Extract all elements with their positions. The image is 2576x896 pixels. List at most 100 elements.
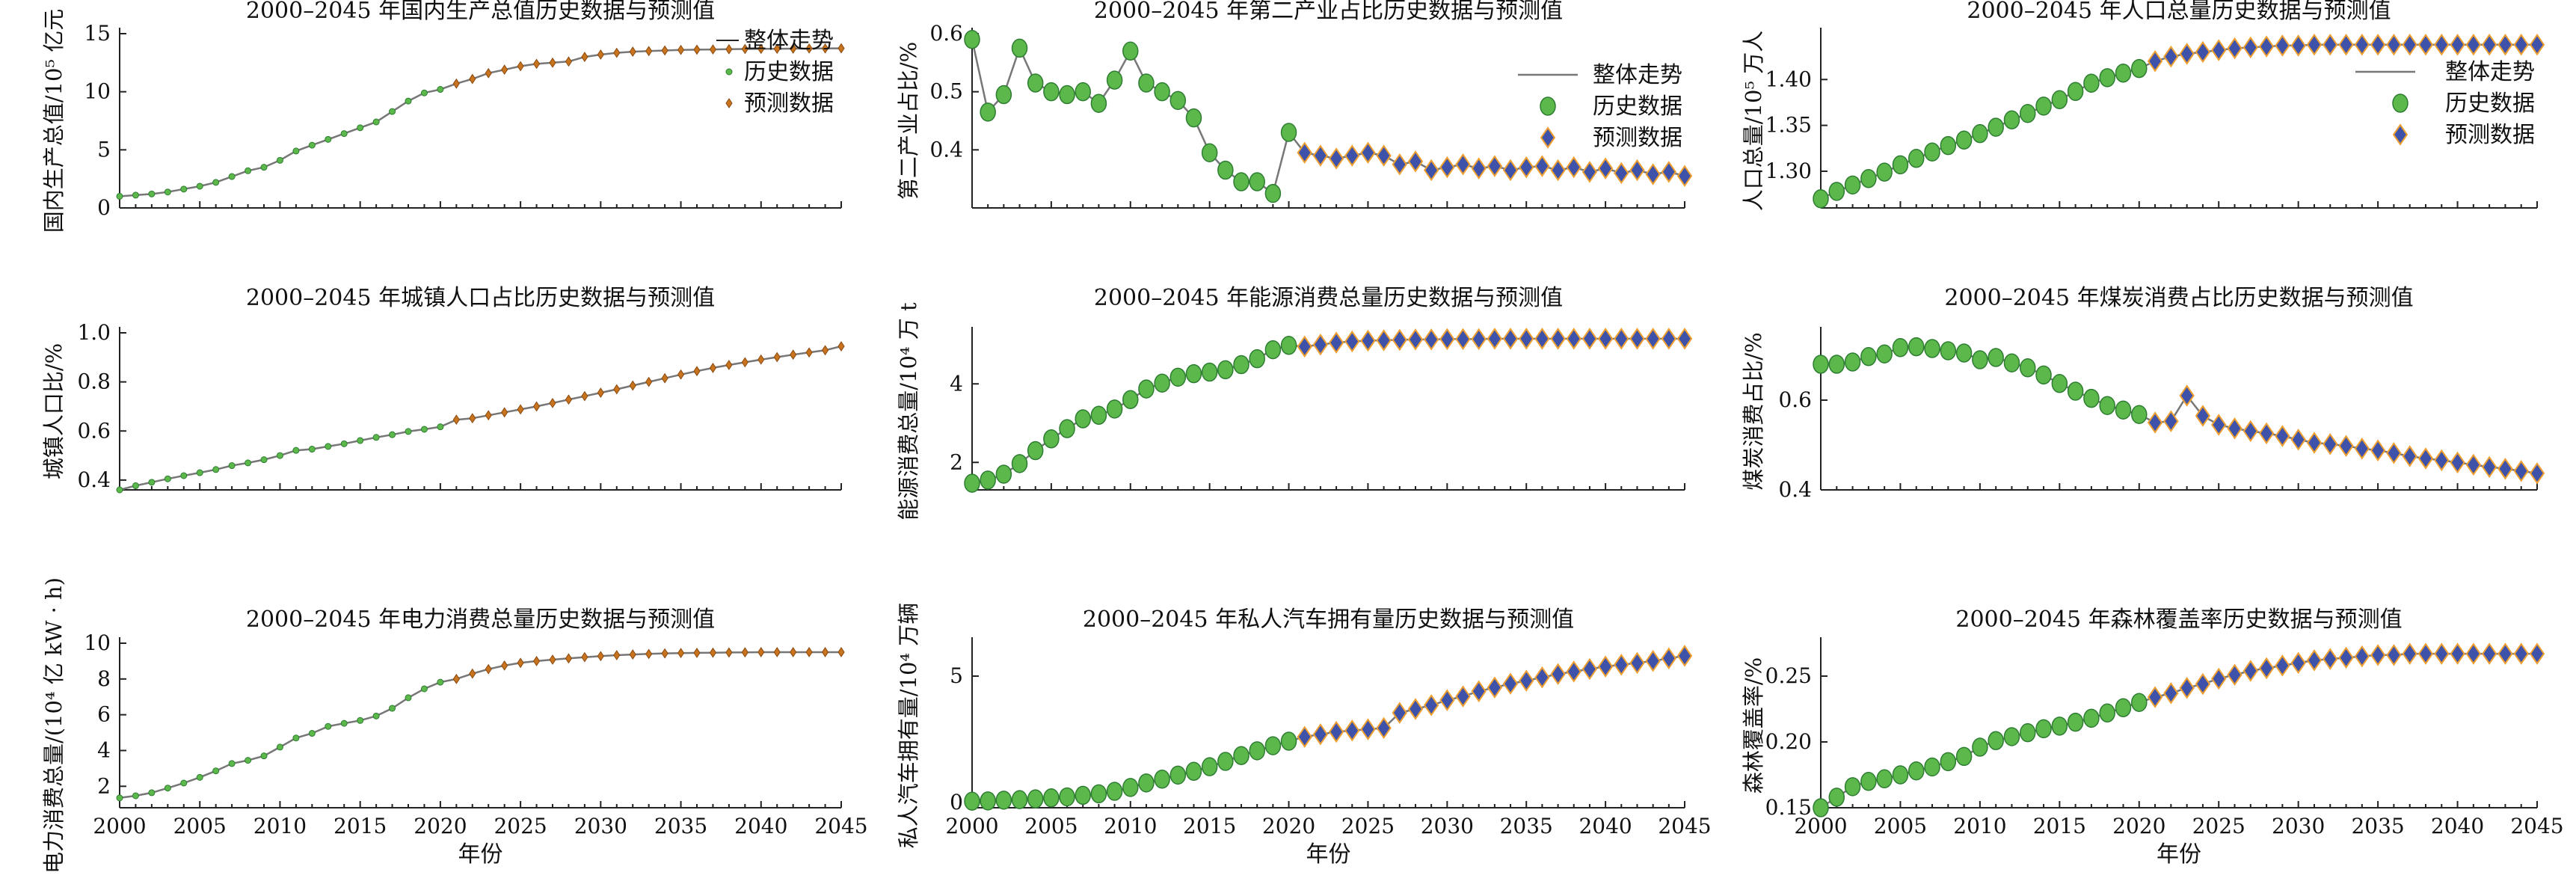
- history-point: [292, 447, 300, 454]
- history-point: [340, 130, 348, 138]
- forecast-point: [2417, 447, 2434, 470]
- forecast-point: [565, 56, 573, 67]
- history-point: [1892, 765, 1909, 785]
- forecast-point: [2195, 672, 2211, 696]
- y-tick-label: 15: [84, 21, 111, 46]
- forecast-point: [1550, 328, 1566, 350]
- forecast-point: [2481, 642, 2497, 665]
- forecast-point: [485, 663, 492, 675]
- chart-title: 2000–2045 年森林覆盖率历史数据与预测值: [1955, 607, 2402, 633]
- forecast-point: [1376, 717, 1392, 740]
- history-point: [2115, 63, 2132, 83]
- forecast-point: [613, 650, 621, 660]
- history-point: [2051, 374, 2068, 393]
- forecast-point: [1676, 165, 1693, 188]
- y-tick-label: 0.15: [1765, 795, 1812, 820]
- forecast-point: [790, 647, 797, 657]
- forecast-point: [757, 43, 765, 55]
- y-tick-label: 1.35: [1765, 113, 1812, 138]
- history-point: [180, 472, 188, 479]
- chart-panel-8: 2000–2045 年私人汽车拥有量历史数据与预测值 私人汽车拥有量/10⁴ 万辆…: [896, 603, 1712, 868]
- forecast-point: [1344, 144, 1360, 167]
- history-point: [980, 791, 996, 811]
- forecast-point: [2243, 420, 2259, 443]
- forecast-point: [1407, 150, 1424, 173]
- history-point: [405, 97, 412, 105]
- forecast-point: [1614, 162, 1629, 185]
- forecast-point: [2147, 411, 2163, 434]
- forecast-point: [2211, 667, 2227, 690]
- history-point: [1924, 757, 1940, 777]
- forecast-point: [1360, 141, 1376, 164]
- history-point: [1940, 752, 1957, 772]
- history-point: [2099, 396, 2115, 415]
- x-tick-label: 2005: [173, 814, 227, 838]
- x-tick-label: 2030: [2272, 814, 2325, 838]
- history-point: [196, 773, 203, 781]
- history-point: [1844, 777, 1861, 797]
- y-tick-label: 0.6: [1778, 387, 1812, 412]
- history-point: [164, 785, 171, 792]
- forecast-point: [677, 44, 685, 55]
- forecast-point: [1519, 328, 1534, 350]
- forecast-point: [2195, 405, 2211, 427]
- forecast-point: [1534, 328, 1550, 350]
- history-point: [995, 85, 1012, 105]
- history-point: [1059, 85, 1075, 105]
- history-point: [2083, 73, 2100, 93]
- history-point: [116, 192, 123, 200]
- y-axis-label: 电力消费总量/(10⁴ 亿 kW · h): [41, 577, 67, 874]
- chart-title: 2000–2045 年第二产业占比历史数据与预测值: [1094, 0, 1563, 24]
- forecast-point: [1455, 685, 1471, 708]
- history-point: [164, 188, 171, 196]
- history-point: [1201, 757, 1218, 776]
- history-point: [1988, 348, 2004, 367]
- history-point: [245, 757, 252, 764]
- forecast-point: [773, 647, 781, 657]
- forecast-point: [725, 360, 733, 370]
- x-tick-label: 2025: [494, 814, 547, 838]
- forecast-point: [2323, 433, 2338, 455]
- forecast-point: [661, 648, 668, 659]
- forecast-point: [501, 660, 508, 671]
- forecast-point: [2147, 686, 2163, 708]
- history-point: [1908, 149, 1925, 168]
- forecast-point: [2529, 33, 2545, 56]
- forecast-point: [2402, 445, 2417, 467]
- x-tick-label: 2000: [945, 814, 998, 838]
- forecast-point: [2258, 422, 2275, 445]
- chart-title: 2000–2045 年城镇人口占比历史数据与预测值: [246, 285, 715, 311]
- forecast-point: [469, 73, 476, 85]
- history-point: [1892, 155, 1909, 175]
- forecast-point: [2513, 33, 2529, 56]
- forecast-point: [2338, 33, 2354, 56]
- forecast-point: [1502, 328, 1519, 350]
- history-point: [1043, 788, 1060, 808]
- history-point: [420, 685, 428, 693]
- forecast-point: [821, 647, 829, 657]
- history-point: [1185, 761, 1202, 782]
- history-point: [2020, 722, 2036, 743]
- history-point: [2067, 82, 2084, 102]
- forecast-point: [805, 647, 813, 657]
- forecast-point: [613, 384, 621, 395]
- forecast-point: [2323, 33, 2338, 56]
- x-tick-label: 2020: [414, 814, 467, 838]
- history-point: [1154, 770, 1170, 789]
- history-point: [2099, 68, 2115, 88]
- y-tick-label: 8: [97, 666, 111, 691]
- y-axis-label: 第二产业占比/%: [896, 42, 921, 200]
- forecast-point: [1344, 719, 1360, 742]
- history-point: [1090, 93, 1107, 113]
- forecast-point: [1392, 328, 1408, 352]
- y-tick-label: 2: [97, 773, 111, 798]
- history-point: [1217, 360, 1234, 380]
- forecast-point: [741, 43, 748, 55]
- chart-panel-1: 2000–2045 年国内生产总值历史数据与预测值 国内生产总值/10⁵ 亿元 0 5…: [41, 0, 845, 233]
- forecast-point: [1487, 676, 1503, 699]
- forecast-point: [1661, 647, 1677, 670]
